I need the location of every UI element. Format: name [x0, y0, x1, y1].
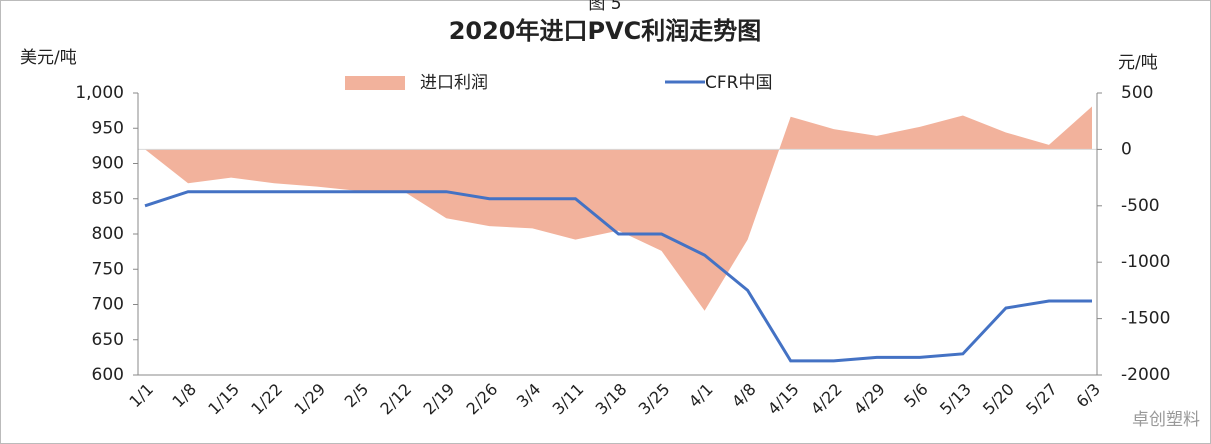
x-tick-label: 6/3 — [1072, 380, 1104, 412]
x-tick-label: 2/12 — [376, 380, 415, 419]
x-tick-label: 1/15 — [204, 380, 243, 419]
y2-tick-label: 0 — [1121, 139, 1132, 159]
x-tick-label: 2/26 — [463, 380, 502, 419]
x-tick-label: 5/20 — [979, 380, 1018, 419]
x-tick-label: 5/27 — [1022, 380, 1061, 419]
y-tick-label: 800 — [92, 224, 124, 244]
watermark: 卓创塑料 — [1132, 410, 1200, 430]
y-tick-label: 750 — [92, 259, 124, 279]
y-tick-label: 1,000 — [75, 83, 124, 103]
x-tick-label: 3/11 — [549, 380, 588, 419]
y2-tick-label: -500 — [1121, 196, 1160, 216]
y-tick-label: 650 — [92, 330, 124, 350]
line — [144, 190, 1092, 363]
x-tick-label: 1/22 — [247, 380, 286, 419]
x-tick-label: 2/5 — [341, 380, 373, 412]
y-tick-label: 950 — [92, 118, 124, 138]
y-tick-label: 900 — [92, 154, 124, 174]
x-tick-label: 1/29 — [290, 380, 329, 419]
y2-tick-label: -1500 — [1121, 309, 1170, 329]
legend-label: CFR中国 — [705, 73, 772, 93]
x-tick-label: 4/15 — [764, 380, 803, 419]
x-tick-label: 5/13 — [936, 380, 975, 419]
y2-tick-label: -2000 — [1121, 365, 1170, 385]
x-tick-label: 5/6 — [900, 380, 932, 412]
x-tick-label: 3/25 — [635, 380, 674, 419]
area — [145, 106, 1092, 311]
y-tick-label: 700 — [92, 295, 124, 315]
x-tick-label: 1/1 — [125, 380, 157, 412]
x-tick-label: 4/1 — [685, 380, 717, 412]
y2-tick-label: 500 — [1121, 83, 1153, 103]
chart-title: 2020年进口PVC利润走势图 — [449, 17, 762, 45]
x-tick-label: 4/22 — [807, 380, 846, 419]
legend-swatch — [345, 76, 405, 90]
x-tick-label: 3/4 — [513, 380, 545, 412]
y2-axis-label: 元/吨 — [1118, 53, 1158, 73]
x-tick-label: 3/18 — [592, 380, 631, 419]
x-tick-label: 4/29 — [850, 380, 889, 419]
y-tick-label: 850 — [92, 189, 124, 209]
figure-label: 图 5 — [588, 0, 621, 14]
y2-tick-label: -1000 — [1121, 252, 1170, 272]
y-tick-label: 600 — [92, 365, 124, 385]
x-tick-label: 1/8 — [168, 380, 200, 412]
legend-label: 进口利润 — [420, 73, 488, 93]
x-tick-label: 4/8 — [728, 380, 760, 412]
y-axis-label: 美元/吨 — [20, 48, 77, 68]
x-tick-label: 2/19 — [419, 380, 458, 419]
